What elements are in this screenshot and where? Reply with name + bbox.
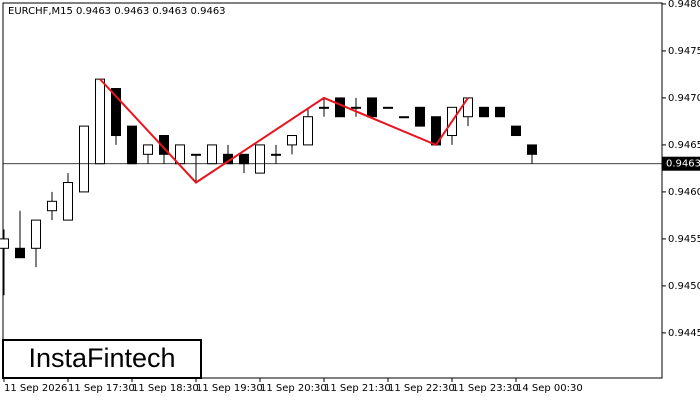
candle-body	[319, 106, 329, 109]
candle-body	[399, 116, 409, 119]
candle-body	[0, 238, 9, 249]
candle-body	[367, 97, 377, 118]
candle-body	[127, 125, 137, 165]
x-tick-label: 14 Sep 00:30	[516, 383, 583, 394]
candle-body	[47, 200, 57, 212]
x-tick-label: 11 Sep 19:30	[196, 383, 263, 394]
candle-body	[143, 144, 153, 155]
candle-body	[239, 153, 249, 165]
candle-body	[351, 106, 361, 109]
candle-body	[463, 97, 473, 118]
plot-frame	[2, 2, 663, 379]
candle-body	[79, 125, 89, 193]
last-price-box	[662, 156, 700, 171]
candle-body	[207, 144, 217, 165]
pattern-line	[99, 78, 469, 184]
candle-body	[495, 106, 505, 118]
candle-body	[335, 97, 345, 118]
y-tick-label: 0.9445	[668, 328, 700, 339]
x-tick-label: 11 Sep 22:30	[388, 383, 455, 394]
y-tick-label: 0.9465	[668, 140, 700, 151]
logo: InstaFintech	[28, 343, 175, 373]
candle-body	[511, 125, 521, 137]
candle-body	[111, 88, 121, 137]
candle-body	[303, 116, 313, 146]
last-price-label: 0.9463	[666, 159, 700, 170]
candle-body	[383, 106, 393, 109]
candle-body	[527, 144, 537, 155]
y-tick-label: 0.9470	[668, 93, 700, 104]
candle-body	[31, 219, 41, 249]
y-tick-label: 0.9475	[668, 46, 700, 57]
candle-body	[287, 135, 297, 146]
candle-body	[63, 182, 73, 221]
x-tick-label: 11 Sep 21:30	[324, 383, 391, 394]
x-tick-label: 11 Sep 17:30	[68, 383, 135, 394]
x-tick-label: 11 Sep 2026	[4, 383, 67, 394]
candle-body	[95, 78, 105, 165]
candle-body	[271, 153, 281, 156]
y-tick-label: 0.9480	[668, 0, 700, 10]
x-tick-label: 11 Sep 20:30	[260, 383, 327, 394]
candle-body	[415, 106, 425, 127]
y-tick-label: 0.9460	[668, 187, 700, 198]
candle-body	[479, 106, 489, 118]
x-tick-label: 11 Sep 18:30	[132, 383, 199, 394]
chart-title: EURCHF,M15 0.9463 0.9463 0.9463 0.9463	[8, 6, 226, 17]
logo-box	[2, 339, 202, 379]
candle-body	[15, 247, 25, 259]
candle-body	[191, 153, 201, 156]
x-tick-label: 11 Sep 23:30	[452, 383, 519, 394]
candle-body	[255, 144, 265, 174]
y-tick-label: 0.9455	[668, 234, 700, 245]
y-tick-label: 0.9450	[668, 281, 700, 292]
candle-body	[159, 135, 169, 155]
